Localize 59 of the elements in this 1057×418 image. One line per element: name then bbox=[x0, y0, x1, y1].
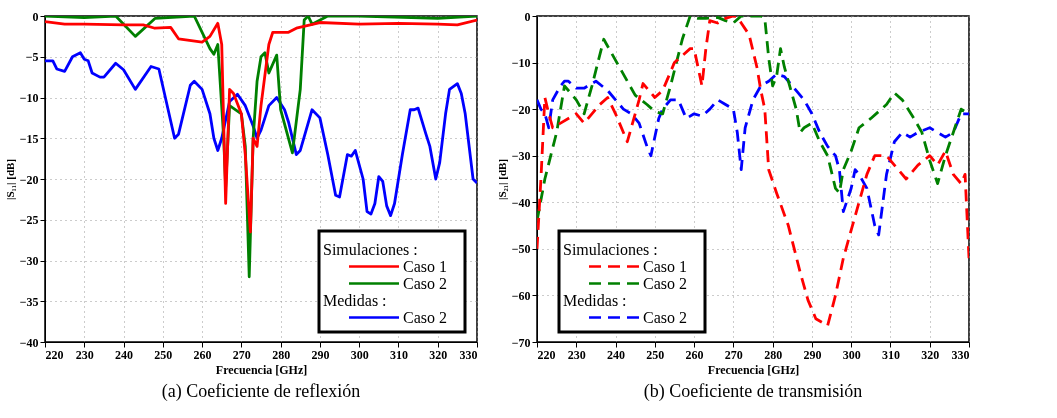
x-tick-label: 250 bbox=[646, 347, 665, 362]
y-tick-label: −50 bbox=[511, 242, 531, 257]
x-tick-label: 310 bbox=[881, 347, 900, 362]
x-tick-label: 240 bbox=[115, 347, 134, 362]
text: (a) Coeficiente de reflexión bbox=[161, 381, 361, 402]
y-tick-label: −70 bbox=[511, 335, 531, 350]
y-tick-label: −15 bbox=[19, 131, 39, 146]
x-tick-label: 260 bbox=[193, 347, 212, 362]
x-tick-label: 260 bbox=[685, 347, 704, 362]
x-tick-label: 320 bbox=[429, 347, 448, 362]
x-tick-label: 310 bbox=[389, 347, 408, 362]
y-axis-title: |S₂₁| [dB] bbox=[495, 158, 508, 201]
y-tick-label: −35 bbox=[19, 294, 39, 309]
x-tick-label: 320 bbox=[921, 347, 940, 362]
legend-label: Caso 1 bbox=[643, 257, 687, 275]
x-tick-label: 220 bbox=[537, 347, 556, 362]
annotation: Simulaciones : bbox=[323, 240, 418, 258]
x-tick-label: 330 bbox=[951, 347, 970, 362]
y-tick-label: −40 bbox=[511, 195, 531, 210]
x-tick-label: 230 bbox=[75, 347, 94, 362]
y-tick-label: −20 bbox=[511, 102, 531, 117]
y-tick-label: 0 bbox=[524, 9, 531, 24]
y-tick-label: −10 bbox=[511, 56, 531, 71]
y-tick-label: −40 bbox=[19, 335, 39, 350]
legend-label: Caso 2 bbox=[403, 308, 447, 326]
annotation: Simulaciones : bbox=[563, 240, 658, 258]
text: (b) Coeficiente de transmisión bbox=[643, 381, 863, 402]
y-tick-label: −25 bbox=[19, 213, 39, 228]
y-tick-label: −30 bbox=[19, 254, 39, 268]
x-tick-label: 270 bbox=[724, 347, 743, 362]
annotation: Medidas : bbox=[323, 291, 387, 309]
y-axis-title: |S₁₁| [dB] bbox=[3, 158, 16, 201]
x-axis-title: Frecuencia [GHz] bbox=[707, 362, 800, 377]
legend-label: Caso 1 bbox=[403, 257, 447, 275]
x-axis-title: Frecuencia [GHz] bbox=[215, 362, 308, 377]
y-tick-label: −5 bbox=[25, 50, 39, 65]
x-tick-label: 230 bbox=[567, 347, 586, 362]
x-tick-label: 330 bbox=[459, 347, 478, 362]
x-tick-label: 300 bbox=[842, 347, 861, 362]
x-tick-label: 290 bbox=[803, 347, 822, 362]
x-tick-label: 290 bbox=[311, 347, 330, 362]
x-tick-label: 270 bbox=[232, 347, 251, 362]
y-tick-label: −60 bbox=[511, 288, 531, 303]
line-series bbox=[45, 51, 477, 218]
y-tick-label: 0 bbox=[32, 9, 39, 24]
x-tick-label: 250 bbox=[154, 347, 173, 362]
x-tick-label: 280 bbox=[272, 347, 291, 362]
x-tick-label: 240 bbox=[607, 347, 626, 362]
y-tick-label: −30 bbox=[511, 149, 531, 164]
x-tick-label: 280 bbox=[764, 347, 783, 362]
legend-label: Caso 2 bbox=[643, 274, 687, 292]
legend-label: Caso 2 bbox=[403, 274, 447, 292]
y-tick-label: −10 bbox=[19, 91, 39, 105]
line-series bbox=[537, 72, 969, 237]
x-tick-label: 220 bbox=[45, 347, 64, 362]
x-tick-label: 300 bbox=[350, 347, 369, 362]
y-tick-label: −20 bbox=[19, 172, 39, 187]
legend-label: Caso 2 bbox=[643, 308, 687, 326]
annotation: Medidas : bbox=[563, 291, 627, 309]
